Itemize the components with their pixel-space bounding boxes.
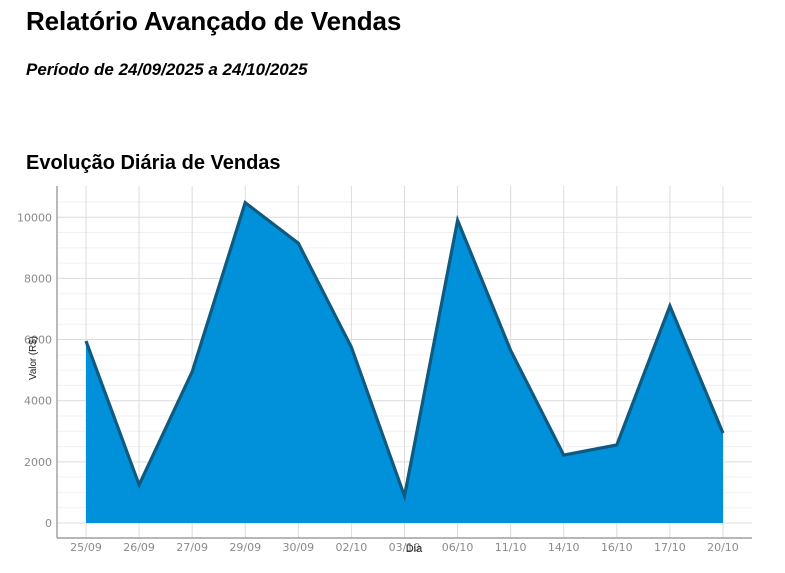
x-axis-title: Dia (406, 543, 423, 555)
x-tick-label: 14/10 (548, 541, 580, 554)
y-tick-label: 0 (45, 517, 52, 530)
x-tick-label: 03/10 (389, 541, 421, 554)
x-tick-label: 17/10 (654, 541, 686, 554)
y-axis-title: Valor (R$) (28, 336, 39, 380)
sales-line (84, 199, 725, 503)
x-tick-label: 27/09 (176, 541, 208, 554)
x-axis-ticks: 25/09 26/09 27/09 29/09 30/09 02/10 03/10 06/10… (70, 541, 739, 554)
y-tick-label: 2000 (24, 456, 52, 469)
y-tick-label: 10000 (17, 211, 52, 224)
x-tick-label: 30/09 (282, 541, 314, 554)
report-period: Período de 24/09/2025 a 24/10/2025 (26, 60, 308, 79)
x-tick-label: 11/10 (495, 541, 527, 554)
report-title: Relatório Avançado de Vendas (26, 6, 402, 36)
chart-section-title: Evolução Diária de Vendas (26, 152, 281, 174)
x-tick-label: 16/10 (601, 541, 633, 554)
y-axis-ticks: 0 2000 4000 6000 8000 10000 (17, 211, 52, 530)
sales-area-fill (86, 202, 723, 523)
x-tick-label: 26/09 (123, 541, 155, 554)
x-tick-label: 20/10 (707, 541, 739, 554)
y-tick-label: 4000 (24, 395, 52, 408)
y-tick-label: 8000 (24, 272, 52, 285)
x-tick-label: 29/09 (229, 541, 261, 554)
x-tick-label: 25/09 (70, 541, 102, 554)
x-tick-label: 06/10 (442, 541, 474, 554)
y-tick-label: 6000 (24, 334, 52, 347)
x-tick-label: 02/10 (336, 541, 368, 554)
